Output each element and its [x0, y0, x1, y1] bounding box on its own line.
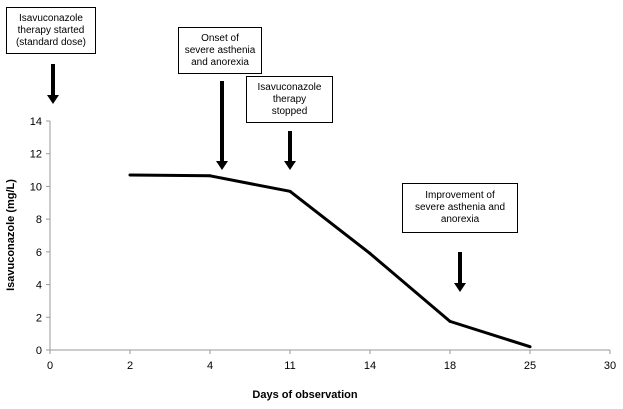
y-tick-label: 2: [36, 312, 42, 324]
y-axis-ticks: 0 2 4 6 8 10 12 14: [30, 116, 50, 357]
annotation-line: anorexia: [440, 214, 480, 225]
x-tick-label: 0: [47, 360, 53, 372]
x-tick-label: 11: [284, 360, 295, 372]
y-tick-label: 4: [36, 280, 42, 292]
annotation-line: stopped: [271, 105, 308, 117]
annotation-box: Isavuconazole therapy stopped: [246, 76, 333, 123]
series-line: [129, 173, 531, 349]
data-point: [128, 173, 132, 177]
arrow-head: [454, 283, 466, 292]
annotation-box: Improvement of severe asthenia and anorexi…: [402, 183, 518, 233]
arrow-head: [284, 161, 296, 170]
annotation-box: Isavuconazole therapy started (standard do…: [6, 7, 96, 54]
data-point: [288, 189, 292, 193]
annotation-line: (standard dose): [15, 36, 87, 48]
annotation-line: Isavuconazole: [19, 12, 83, 24]
annotation-line: Isavuconazole: [257, 81, 322, 93]
annotation-line: and anorexia: [191, 56, 249, 68]
data-point: [528, 345, 532, 349]
annotation-line: severe asthenia and: [414, 202, 506, 213]
y-tick-label: 0: [36, 345, 42, 357]
data-point: [368, 251, 372, 255]
x-tick-label: 30: [604, 360, 616, 372]
x-axis-ticks: 0 2 4 11 14 18 25 30: [47, 350, 616, 372]
arrow-head: [47, 95, 59, 104]
x-axis-label: Days of observation: [252, 389, 357, 401]
series-layer: [128, 173, 532, 349]
annotation-line: therapy started: [17, 24, 85, 36]
x-tick-label: 4: [207, 360, 213, 372]
arrow-head: [216, 161, 228, 170]
y-tick-label: 6: [36, 247, 42, 259]
x-tick-label: 2: [127, 360, 133, 372]
annotation-line: therapy: [272, 93, 307, 105]
annotation-line: severe asthenia: [184, 44, 256, 56]
annotation-line: Onset of: [201, 32, 239, 44]
y-tick-label: 12: [30, 149, 42, 161]
data-point: [448, 319, 452, 323]
y-tick-label: 10: [30, 181, 42, 193]
annotation-box: Onset of severe asthenia and anorexia: [178, 27, 262, 74]
arrow-layer: [47, 64, 466, 292]
y-tick-label: 14: [30, 116, 42, 128]
x-tick-label: 25: [524, 360, 536, 372]
y-tick-label: 8: [36, 214, 42, 226]
annotation-line: Improvement of: [425, 190, 495, 201]
data-point: [208, 174, 212, 178]
x-tick-label: 18: [444, 360, 456, 372]
y-axis-label: Isavuconazole (mg/L): [5, 179, 17, 291]
x-tick-label: 14: [364, 360, 376, 372]
